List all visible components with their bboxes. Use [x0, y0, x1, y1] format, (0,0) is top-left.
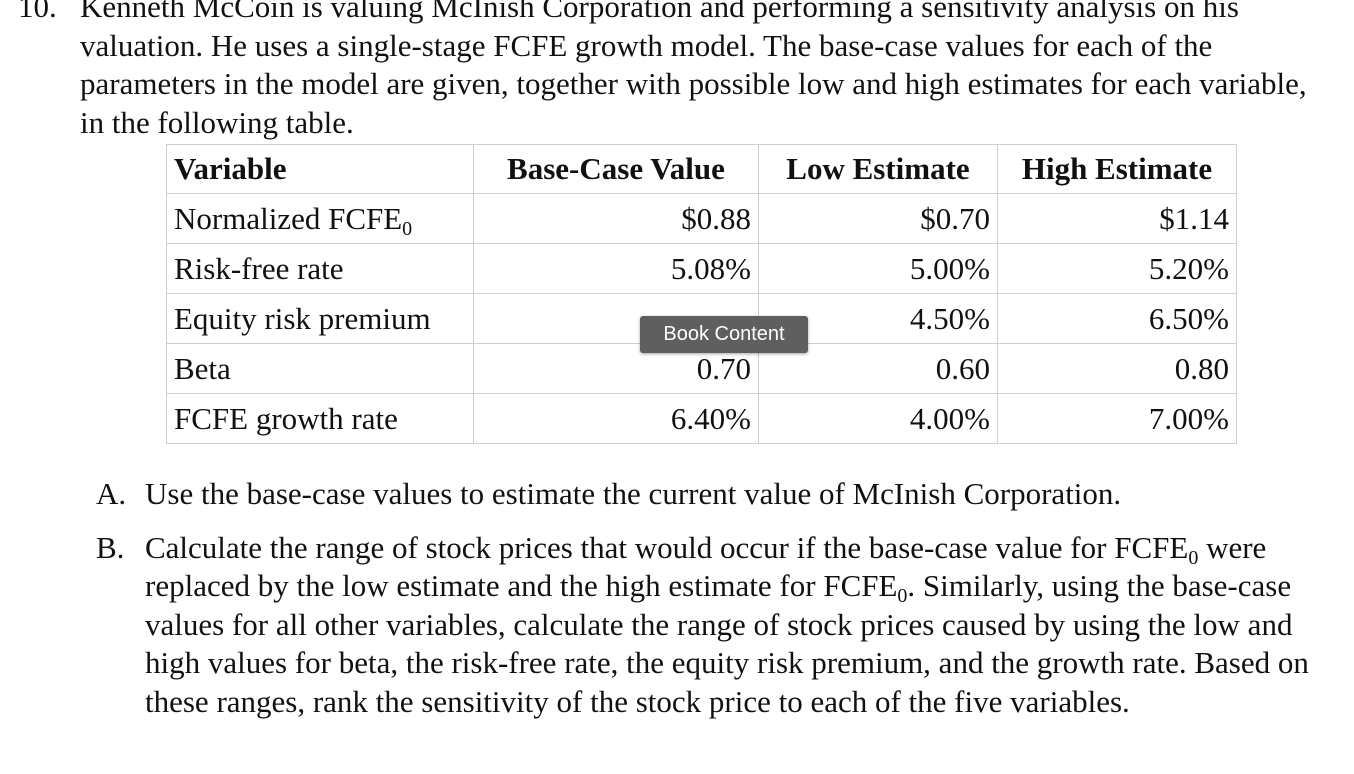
- table-row: Risk-free rate 5.08% 5.00% 5.20%: [166, 243, 1237, 294]
- cell-variable: Equity risk premium: [166, 293, 474, 344]
- cell-high: $1.14: [997, 193, 1237, 244]
- cell-base: 5.08%: [473, 243, 759, 294]
- cell-base: 6.40%: [473, 393, 759, 444]
- part-a-label: A.: [96, 476, 127, 511]
- cell-variable: FCFE growth rate: [166, 393, 474, 444]
- part-b-text-1: Calculate the range of stock prices that…: [145, 529, 1189, 565]
- part-b-text-2: were replaced by the low estimate and th…: [145, 529, 1267, 604]
- cell-low: 0.60: [758, 343, 998, 394]
- subscript: 0: [897, 585, 908, 607]
- table-row: FCFE growth rate 6.40% 4.00% 7.00%: [166, 393, 1237, 444]
- header-low-estimate: Low Estimate: [758, 144, 998, 194]
- part-a-text: Use the base-case values to estimate the…: [145, 476, 1122, 511]
- cell-variable: Normalized FCFE0: [166, 193, 474, 244]
- cell-low: 5.00%: [758, 243, 998, 294]
- cell-low: $0.70: [758, 193, 998, 244]
- question-text: Kenneth McCoin is valuing McInish Corpor…: [80, 0, 1307, 140]
- header-base-case: Base-Case Value: [473, 144, 759, 194]
- variable-label: Normalized FCFE: [174, 200, 403, 236]
- question-10: 10. Kenneth McCoin is valuing McInish Co…: [18, 0, 1338, 142]
- subscript: 0: [402, 217, 413, 240]
- part-b-text-3: . Similarly, using the base-case values …: [145, 568, 1309, 719]
- part-a: A. Use the base-case values to estimate …: [96, 475, 1336, 514]
- question-number: 10.: [18, 0, 57, 24]
- header-high-estimate: High Estimate: [997, 144, 1237, 194]
- cell-low: 4.00%: [758, 393, 998, 444]
- cell-high: 5.20%: [997, 243, 1237, 294]
- table-row: Normalized FCFE0 $0.88 $0.70 $1.14: [166, 193, 1237, 244]
- question-parts: A. Use the base-case values to estimate …: [96, 475, 1336, 721]
- cell-variable: Risk-free rate: [166, 243, 474, 294]
- cell-variable: Beta: [166, 343, 474, 394]
- table-header-row: Variable Base-Case Value Low Estimate Hi…: [166, 144, 1237, 194]
- part-b-label: B.: [96, 529, 125, 565]
- part-b: B. Calculate the range of stock prices t…: [96, 529, 1336, 722]
- parameter-table: Variable Base-Case Value Low Estimate Hi…: [166, 144, 1237, 444]
- cell-high: 7.00%: [997, 393, 1237, 444]
- header-variable: Variable: [166, 144, 474, 194]
- cell-high: 6.50%: [997, 293, 1237, 344]
- table-row: Beta 0.70 0.60 0.80: [166, 343, 1237, 394]
- cell-base: $0.88: [473, 193, 759, 244]
- cell-high: 0.80: [997, 343, 1237, 394]
- subscript: 0: [1188, 546, 1199, 569]
- book-content-tooltip[interactable]: Book Content: [640, 316, 808, 353]
